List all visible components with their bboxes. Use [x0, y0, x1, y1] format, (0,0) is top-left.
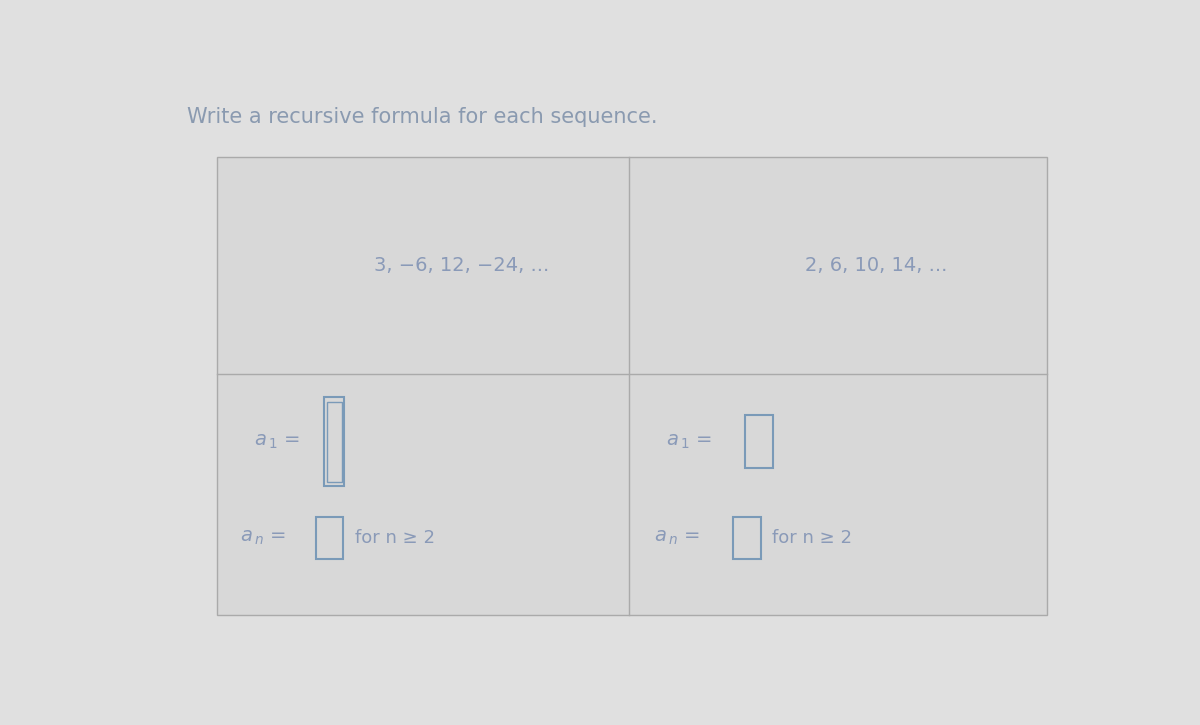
Text: for n ≥ 2: for n ≥ 2	[355, 529, 434, 547]
Text: for n ≥ 2: for n ≥ 2	[772, 529, 852, 547]
Text: $a_{\,n}$ =: $a_{\,n}$ =	[240, 529, 288, 547]
Text: $a_{\,1}$ =: $a_{\,1}$ =	[254, 432, 302, 451]
Text: Write a recursive formula for each sequence.: Write a recursive formula for each seque…	[187, 107, 658, 127]
FancyBboxPatch shape	[324, 397, 344, 486]
Text: $a_{\,1}$ =: $a_{\,1}$ =	[666, 432, 714, 451]
Text: 2, 6, 10, 14, ...: 2, 6, 10, 14, ...	[805, 256, 947, 276]
Text: $a_{\,n}$ =: $a_{\,n}$ =	[654, 529, 702, 547]
FancyBboxPatch shape	[745, 415, 773, 468]
Text: 3, −6, 12, −24, ...: 3, −6, 12, −24, ...	[373, 256, 548, 276]
FancyBboxPatch shape	[316, 517, 343, 559]
FancyBboxPatch shape	[217, 157, 1048, 615]
FancyBboxPatch shape	[733, 517, 761, 559]
FancyBboxPatch shape	[326, 402, 342, 482]
